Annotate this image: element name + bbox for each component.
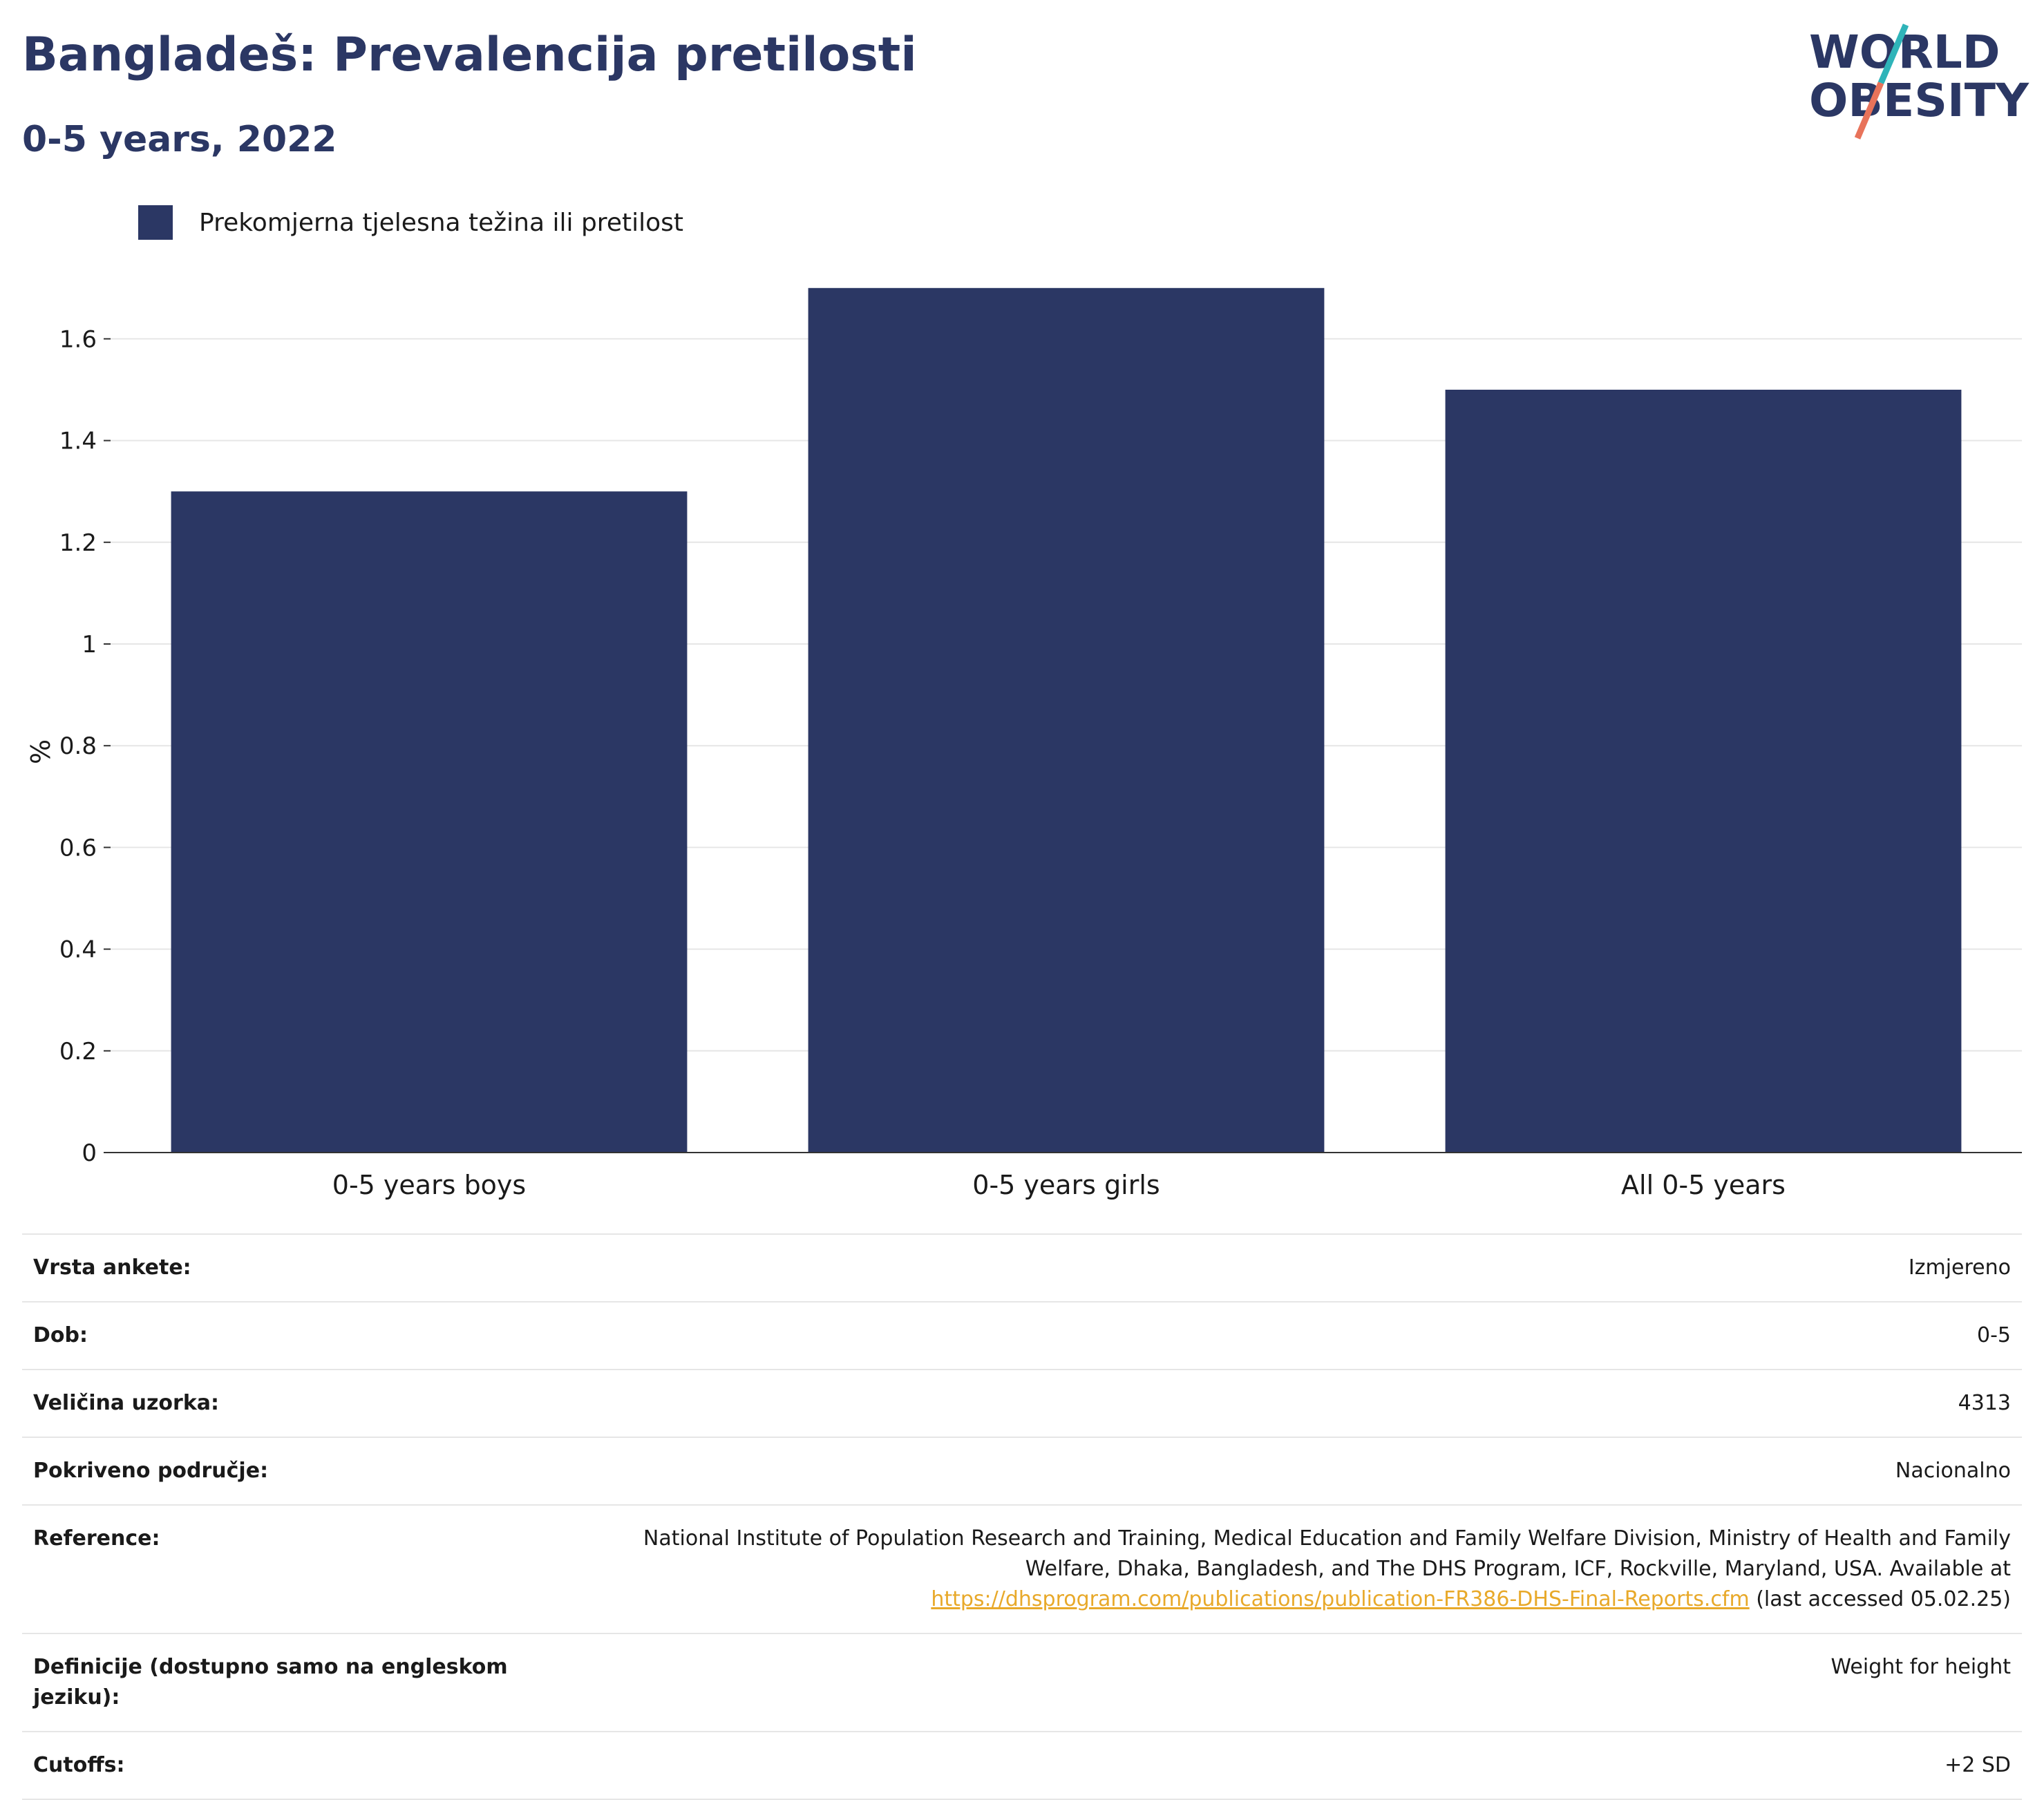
axis-layer: 0 0.2 0.4 0.6 0.8 1 1.2 1.4 1.6 0-5 years boys 0-5… — [59, 325, 2022, 1200]
bar-chart: 0 0.2 0.4 0.6 0.8 1 1.2 1.4 1.6 0-5 years boys 0-5… — [26, 287, 2022, 1200]
cutoffs-row-label: Cutoffs: — [33, 1753, 125, 1777]
reference-row: Reference: National Institute of Populati… — [22, 1504, 2022, 1633]
survey-details-table: Vrsta ankete: Izmjereno Dob: 0-5 Veličina uz… — [22, 1233, 2022, 1800]
x-tick-label: 0-5 years boys — [332, 1170, 526, 1200]
y-tick-label: 1.2 — [59, 529, 97, 557]
legend-swatch — [138, 205, 173, 240]
coverage-row-label: Pokriveno područje: — [33, 1459, 269, 1483]
sample-size-row: Veličina uzorka: 4313 — [22, 1369, 2022, 1437]
y-tick-label: 0.8 — [59, 732, 97, 760]
y-tick-label: 0 — [82, 1139, 97, 1167]
y-axis-label: % — [26, 739, 56, 764]
y-tick-label: 0.6 — [59, 834, 97, 862]
survey-type-row: Vrsta ankete: Izmjereno — [22, 1233, 2022, 1301]
y-tick-label: 0.2 — [59, 1038, 97, 1065]
page-title: Bangladeš: Prevalencija pretilosti — [22, 28, 917, 82]
age-row-value: 0-5 — [1977, 1323, 2011, 1347]
y-tick-label: 1.6 — [59, 325, 97, 353]
survey-type-row-label: Vrsta ankete: — [33, 1256, 191, 1280]
cutoffs-row-value: +2 SD — [1944, 1753, 2011, 1777]
y-tick-label: 1 — [82, 631, 97, 659]
age-row-label: Dob: — [33, 1323, 88, 1347]
definitions-row-label: Definicije (dostupno samo na engleskom j… — [33, 1655, 508, 1709]
reference-row-value: National Institute of Population Researc… — [643, 1526, 2011, 1611]
sample-size-row-value: 4313 — [1958, 1391, 2011, 1415]
bar[interactable] — [171, 491, 688, 1153]
world-obesity-logo: WORLD OBESITY — [1809, 23, 2029, 140]
chart-legend: Prekomjerna tjelesna težina ili pretilos… — [138, 205, 683, 240]
reference-row-label: Reference: — [33, 1526, 160, 1551]
y-tick-label: 1.4 — [59, 428, 97, 455]
survey-type-row-value: Izmjereno — [1908, 1256, 2011, 1280]
logo-slash-teal — [1877, 23, 1909, 84]
page-subtitle: 0-5 years, 2022 — [22, 119, 337, 160]
x-tick-label: 0-5 years girls — [972, 1170, 1160, 1200]
logo-slash-coral — [1854, 82, 1884, 140]
y-tick-label: 0.4 — [59, 936, 97, 964]
age-row: Dob: 0-5 — [22, 1301, 2022, 1369]
x-tick-label: All 0-5 years — [1621, 1170, 1786, 1200]
definitions-row-value: Weight for height — [1830, 1655, 2011, 1679]
cutoffs-row: Cutoffs: +2 SD — [22, 1731, 2022, 1800]
definitions-row: Definicije (dostupno samo na engleskom j… — [22, 1633, 2022, 1731]
coverage-row: Pokriveno područje: Nacionalno — [22, 1437, 2022, 1504]
reference-link[interactable]: https://dhsprogram.com/publications/publ… — [931, 1587, 1750, 1611]
logo-line-2: OBESITY — [1809, 74, 2029, 127]
bar-layer — [171, 287, 1962, 1153]
legend-label: Prekomjerna tjelesna težina ili pretilos… — [199, 208, 683, 237]
bar[interactable] — [808, 287, 1325, 1153]
coverage-row-value: Nacionalno — [1895, 1459, 2011, 1483]
bar[interactable] — [1445, 390, 1962, 1153]
sample-size-row-label: Veličina uzorka: — [33, 1391, 220, 1415]
